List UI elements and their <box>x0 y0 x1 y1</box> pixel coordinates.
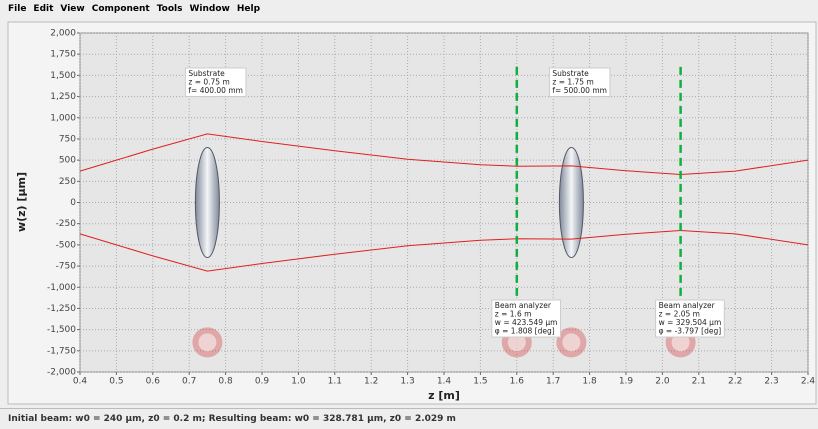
x-axis-label: z [m] <box>428 389 460 402</box>
menu-item[interactable]: View <box>60 4 84 14</box>
menu-bar: File Edit View Component Tools Window Help <box>0 0 818 18</box>
x-tick-label: 0.5 <box>109 377 123 387</box>
y-tick-label: 750 <box>59 134 76 144</box>
x-tick-label: 1.9 <box>619 377 634 387</box>
y-tick-label: -1,750 <box>47 346 76 356</box>
y-tick-label: -250 <box>56 219 77 229</box>
x-tick-label: 2.4 <box>801 377 816 387</box>
label-line: φ = -3.797 [deg] <box>659 327 722 336</box>
y-axis-label: w(z) [µm] <box>15 172 28 232</box>
x-tick-label: 1.6 <box>510 377 525 387</box>
x-tick-label: 2.3 <box>764 377 778 387</box>
x-tick-label: 2.2 <box>728 377 742 387</box>
component-icon <box>562 333 580 351</box>
y-tick-label: 1,500 <box>50 71 76 81</box>
y-tick-label: -500 <box>56 240 77 250</box>
menu-item[interactable]: Component <box>92 4 150 14</box>
lens <box>195 148 219 258</box>
y-tick-label: 0 <box>70 198 76 208</box>
y-tick-label: -750 <box>56 262 77 272</box>
x-tick-label: 0.8 <box>218 377 233 387</box>
x-tick-label: 0.9 <box>255 377 270 387</box>
x-tick-label: 0.4 <box>73 377 88 387</box>
component-icon <box>198 333 216 351</box>
x-tick-label: 1.1 <box>328 377 342 387</box>
lens <box>559 148 583 258</box>
status-bar: Initial beam: w0 = 240 µm, z0 = 0.2 m; R… <box>0 408 818 428</box>
menu-item[interactable]: File <box>8 4 26 14</box>
menu-item[interactable]: Tools <box>157 4 183 14</box>
x-tick-label: 0.7 <box>182 377 196 387</box>
x-tick-label: 1.3 <box>400 377 414 387</box>
x-tick-label: 1.0 <box>291 377 306 387</box>
x-tick-label: 2.0 <box>655 377 670 387</box>
y-tick-label: 1,250 <box>50 92 76 102</box>
label-line: f= 400.00 mm <box>188 86 243 95</box>
y-tick-label: -1,500 <box>47 325 76 335</box>
chart: z [m] w(z) [µm] -2,000-1,750-1,500-1,250… <box>0 18 818 408</box>
y-tick-label: -1,250 <box>47 304 76 314</box>
y-tick-label: 250 <box>59 177 76 187</box>
x-tick-label: 1.7 <box>546 377 560 387</box>
x-tick-label: 2.1 <box>692 377 706 387</box>
y-tick-label: 1,000 <box>50 113 76 123</box>
x-tick-label: 1.2 <box>364 377 378 387</box>
label-line: f= 500.00 mm <box>552 86 607 95</box>
x-tick-label: 1.8 <box>582 377 597 387</box>
x-tick-label: 1.4 <box>437 377 452 387</box>
y-tick-label: 1,750 <box>50 50 76 60</box>
y-tick-label: 2,000 <box>50 29 76 39</box>
menu-item[interactable]: Window <box>190 4 230 14</box>
y-tick-label: -1,000 <box>47 283 76 293</box>
menu-item[interactable]: Help <box>237 4 260 14</box>
x-tick-label: 1.5 <box>473 377 487 387</box>
x-tick-label: 0.6 <box>146 377 161 387</box>
menu-item[interactable]: Edit <box>33 4 53 14</box>
label-line: φ = 1.808 [deg] <box>495 327 555 336</box>
app-window: File Edit View Component Tools Window Help z [… <box>0 0 818 428</box>
y-tick-label: 500 <box>59 156 76 166</box>
